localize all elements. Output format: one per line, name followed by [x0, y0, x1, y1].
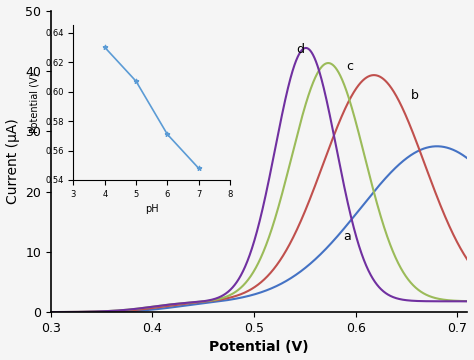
Y-axis label: Potential (V): Potential (V): [30, 72, 40, 133]
X-axis label: pH: pH: [145, 204, 158, 214]
Point: [132, 78, 140, 84]
Point: [195, 165, 202, 171]
Text: a: a: [344, 230, 351, 243]
Text: d: d: [296, 43, 304, 56]
Y-axis label: Current (μA): Current (μA): [6, 118, 19, 204]
Point: [164, 131, 171, 137]
X-axis label: Potential (V): Potential (V): [210, 341, 309, 355]
Point: [101, 44, 109, 50]
Text: c: c: [346, 59, 353, 73]
Text: b: b: [410, 89, 419, 102]
